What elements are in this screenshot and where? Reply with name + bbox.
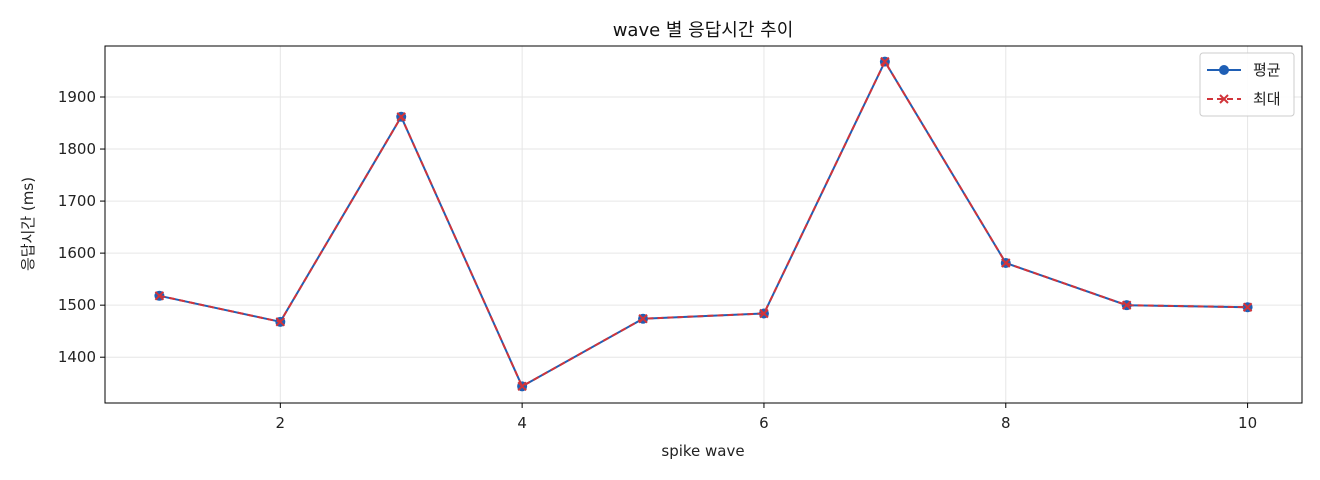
data-point xyxy=(396,112,406,122)
data-point xyxy=(154,291,165,301)
data-point xyxy=(517,381,527,392)
data-point xyxy=(1242,302,1253,312)
x-tick-label: 8 xyxy=(1001,414,1011,432)
series-group xyxy=(154,56,1253,392)
y-tick-label: 1400 xyxy=(58,348,96,366)
y-tick-label: 1900 xyxy=(58,88,96,106)
y-tick-label: 1600 xyxy=(58,244,96,262)
chart-title: wave 별 응답시간 추이 xyxy=(613,20,794,41)
legend-label-series-2: 최대 xyxy=(1253,90,1281,108)
data-point xyxy=(759,308,769,319)
y-tick-label: 1500 xyxy=(58,296,96,314)
x-axis-label: spike wave xyxy=(661,442,744,460)
grid xyxy=(105,46,1302,403)
data-point xyxy=(1121,300,1132,310)
x-tick-label: 2 xyxy=(276,414,286,432)
x-tick-label: 10 xyxy=(1238,414,1257,432)
data-point xyxy=(275,317,286,327)
legend-label-series-1: 평균 xyxy=(1253,61,1281,79)
y-axis-label: 응답시간 (ms) xyxy=(19,177,37,271)
x-tick-label: 4 xyxy=(517,414,527,432)
data-point xyxy=(638,313,648,324)
legend-marker-series-2 xyxy=(1219,94,1229,104)
x-axis: 2 4 6 8 10 xyxy=(276,403,1257,432)
series-line xyxy=(159,59,1248,388)
data-point xyxy=(1001,258,1011,268)
series-line xyxy=(159,59,1248,388)
series-2 xyxy=(154,56,1253,392)
x-tick-label: 6 xyxy=(759,414,769,432)
y-tick-label: 1800 xyxy=(58,140,96,158)
legend: 평균 최대 xyxy=(1199,52,1295,117)
y-axis: 1400 1500 1600 1700 1800 1900 xyxy=(58,88,105,366)
plot-frame xyxy=(104,45,1303,404)
data-point xyxy=(880,56,890,67)
legend-marker-series-1 xyxy=(1219,65,1229,75)
y-tick-label: 1700 xyxy=(58,192,96,210)
series-1 xyxy=(154,56,1253,392)
